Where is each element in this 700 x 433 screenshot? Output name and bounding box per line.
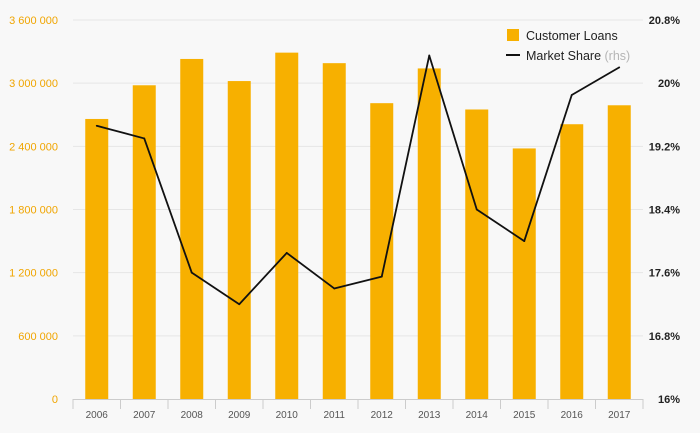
x-tick-label: 2008 xyxy=(181,410,204,421)
x-tick-label: 2013 xyxy=(418,410,441,421)
x-tick-label: 2011 xyxy=(323,410,345,421)
legend-swatch-customer-loans xyxy=(507,29,519,41)
legend-label-customer-loans: Customer Loans xyxy=(526,29,618,43)
point-market-share-2014 xyxy=(475,208,478,211)
bar-customer-loans-2017 xyxy=(607,105,631,400)
y-left-tick-label: 0 xyxy=(52,394,58,406)
bar-customer-loans-2007 xyxy=(132,85,156,400)
point-market-share-2012 xyxy=(380,275,383,278)
point-market-share-2011 xyxy=(333,287,336,290)
point-market-share-2017 xyxy=(618,66,621,69)
x-tick-label: 2016 xyxy=(561,410,584,421)
point-market-share-2013 xyxy=(428,54,431,57)
line-series-market-share xyxy=(95,54,621,306)
x-tick-label: 2010 xyxy=(276,410,299,421)
bar-customer-loans-2006 xyxy=(85,118,109,399)
point-market-share-2015 xyxy=(523,240,526,242)
bar-customer-loans-2016 xyxy=(560,124,584,399)
legend-label-market-share: Market Share (rhs) xyxy=(526,49,630,63)
legend-label-market-share-name: Market Share xyxy=(526,49,601,63)
y-left-tick-label: 2 400 000 xyxy=(9,141,58,153)
bar-customer-loans-2009 xyxy=(227,81,251,400)
x-tick-label: 2007 xyxy=(133,410,156,421)
y-right-tick-label: 18.4% xyxy=(649,205,680,217)
axes: 0 600 000 1 200 000 1 800 000 2 400 000 3 000… xyxy=(9,15,680,421)
bar-customer-loans-2008 xyxy=(180,58,204,399)
x-tick-label: 2014 xyxy=(466,410,489,421)
y-right-tick-label: 16.8% xyxy=(649,331,680,343)
bar-customer-loans-2010 xyxy=(275,52,299,400)
line-market-share xyxy=(96,54,620,306)
bar-customer-loans-2011 xyxy=(322,63,346,400)
x-tick-label: 2017 xyxy=(608,410,631,421)
bar-customer-loans-2015 xyxy=(512,148,536,399)
x-tick-label: 2006 xyxy=(86,410,109,421)
x-tick-label: 2009 xyxy=(228,410,251,421)
bar-customer-loans-2014 xyxy=(465,109,489,399)
point-market-share-2009 xyxy=(238,303,241,306)
legend: Customer Loans Market Share (rhs) xyxy=(506,29,630,63)
y-right-tick-label: 20.8% xyxy=(649,15,680,27)
y-left-tick-label: 3 600 000 xyxy=(9,15,58,27)
point-market-share-2006 xyxy=(95,124,98,127)
legend-label-rhs-suffix: (rhs) xyxy=(605,49,631,63)
point-market-share-2008 xyxy=(190,271,193,274)
y-right-tick-label: 19.2% xyxy=(649,141,680,153)
x-tick-label: 2015 xyxy=(513,410,536,421)
y-left-tick-label: 1 200 000 xyxy=(9,268,58,280)
y-right-tick-label: 16% xyxy=(658,394,680,406)
y-left-tick-label: 600 000 xyxy=(18,331,58,343)
x-tick-label: 2012 xyxy=(371,410,394,421)
y-right-tick-label: 20% xyxy=(658,78,680,90)
grid-lines xyxy=(73,19,643,337)
point-market-share-2016 xyxy=(570,94,573,96)
bar-customer-loans-2012 xyxy=(370,103,394,400)
y-right-tick-label: 17.6% xyxy=(649,268,680,280)
y-left-tick-label: 3 000 000 xyxy=(9,78,58,90)
point-market-share-2010 xyxy=(285,252,288,254)
y-left-tick-label: 1 800 000 xyxy=(9,205,58,217)
bar-customer-loans-2013 xyxy=(417,68,441,399)
bar-series-customer-loans xyxy=(85,52,631,400)
point-market-share-2007 xyxy=(143,137,146,140)
